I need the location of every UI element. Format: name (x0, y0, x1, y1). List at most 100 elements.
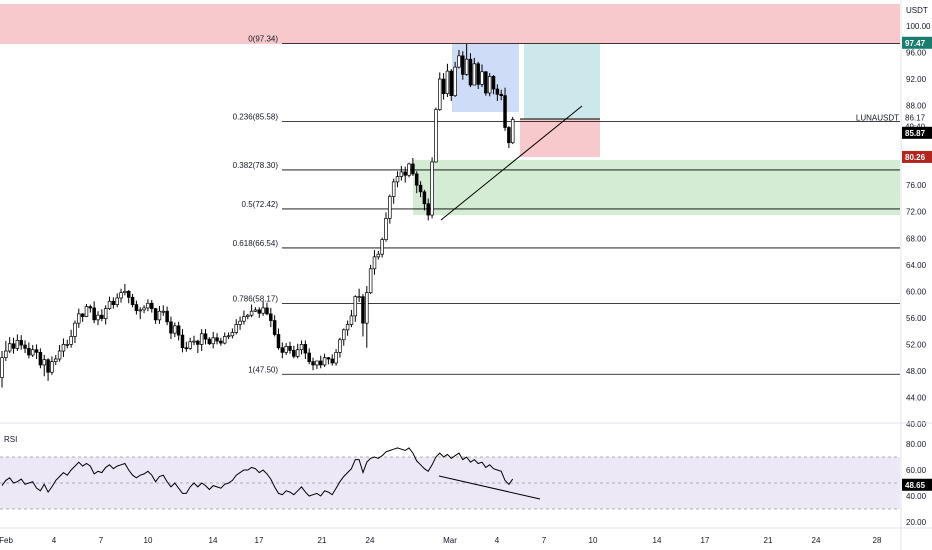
price-tick: 60.00 (906, 287, 927, 296)
candle-body (34, 349, 39, 353)
price-tick: 92.00 (906, 75, 927, 84)
price-tick: 100.00 (906, 22, 931, 31)
candle-body (238, 320, 242, 325)
candle-body (495, 88, 500, 95)
candle-body (88, 306, 93, 309)
rsi-value-tag: 48.65 (905, 481, 926, 490)
candle-body (249, 310, 254, 316)
candle-body (468, 58, 473, 86)
candle-body (69, 336, 73, 345)
candle-body (480, 71, 484, 85)
candle-body (441, 78, 446, 95)
time-tick: 10 (144, 536, 153, 545)
time-tick: 4 (52, 536, 57, 545)
candle-body (269, 313, 273, 321)
candle-body (334, 352, 338, 364)
time-tick: 17 (255, 536, 264, 545)
fib-label: 0(97.34) (248, 35, 278, 44)
candle-body (4, 350, 8, 359)
fib-label: 0.618(66.54) (233, 239, 279, 248)
candle-body (157, 310, 162, 321)
candle-body (180, 334, 185, 349)
candle-body (130, 296, 135, 305)
price-tick: 76.00 (906, 181, 927, 190)
candle-body (353, 296, 358, 317)
rsi-line (1, 447, 514, 497)
candle-body (153, 308, 158, 321)
time-tick: Feb (0, 536, 13, 545)
candle-body (184, 347, 189, 350)
candle-body (422, 191, 427, 205)
candle-body (11, 343, 16, 349)
candle-body (46, 359, 50, 373)
candle-body (92, 307, 96, 321)
candle-body (342, 329, 346, 341)
candle-body (418, 184, 423, 193)
long-target-zone (524, 44, 600, 119)
candle-body (242, 316, 246, 322)
candle-body (361, 296, 365, 324)
rsi-value-tag-bg (902, 478, 932, 491)
candle-body (292, 350, 296, 357)
candle-body (318, 360, 323, 366)
price-tag: 86.17 (905, 114, 926, 123)
fib-label: 1(47.50) (248, 365, 278, 374)
candle-body (226, 335, 231, 338)
time-axis[interactable]: Feb 4 7 10 14 17 21 24 Mar 4 7 10 14 17 21 24 28 (0, 527, 932, 545)
price-tick: 68.00 (906, 234, 927, 243)
rsi-pane[interactable]: RSI 80.00 60.00 40.00 20.00 48.65 (0, 422, 932, 527)
candle-body (295, 349, 300, 357)
candle-body (126, 290, 131, 298)
candle-body (288, 346, 292, 351)
candle-body (426, 203, 430, 216)
price-tick: 72.00 (906, 208, 927, 217)
candle-body (438, 78, 442, 110)
trend-line[interactable] (440, 105, 583, 221)
rsi-divergence-line[interactable] (438, 475, 541, 500)
candle-body (280, 347, 285, 353)
time-tick: 17 (701, 536, 710, 545)
candle-body (365, 292, 369, 324)
candle-body (322, 357, 327, 366)
resistance-tag: 97.47 (905, 39, 926, 48)
fib-label: 0.5(72.42) (242, 200, 279, 209)
time-tick: 24 (366, 536, 375, 545)
candle-body (230, 332, 235, 337)
candle-body (338, 339, 342, 353)
zones (0, 4, 900, 215)
support-tag-bg (902, 150, 932, 163)
candle-body (57, 350, 62, 360)
candle-body (464, 58, 469, 75)
candle-body (284, 346, 288, 353)
candle-body (507, 127, 511, 144)
candle-body (196, 340, 200, 345)
fib-label: 0.786(58.17) (233, 294, 279, 303)
candle-body (499, 93, 503, 97)
candle-body (372, 256, 377, 270)
symbol-label: LUNAUSDT (856, 114, 899, 123)
time-tick: 4 (495, 536, 500, 545)
candle-body (19, 340, 23, 346)
candle-body (222, 336, 227, 344)
candle-body (434, 109, 438, 163)
candle-body (484, 71, 488, 94)
fib-label: 0.236(85.58) (233, 113, 279, 122)
candle-body (27, 348, 31, 356)
candle-body (219, 340, 223, 344)
last-tag-bg (902, 126, 932, 139)
rsi-tick: 20.00 (906, 518, 927, 527)
rsi-tick: 60.00 (906, 466, 927, 475)
support-tag: 80.26 (905, 153, 926, 162)
candle-body (7, 343, 12, 352)
candle-body (103, 308, 108, 319)
candle-body (261, 307, 265, 314)
time-tick: 24 (812, 536, 821, 545)
candle-body (77, 313, 81, 324)
candle-body (199, 333, 204, 345)
candle-body (134, 304, 139, 311)
candle-body (203, 333, 208, 340)
fib-label: 0.382(78.30) (233, 161, 279, 170)
candle-body (303, 344, 308, 354)
candle-body (246, 314, 250, 317)
